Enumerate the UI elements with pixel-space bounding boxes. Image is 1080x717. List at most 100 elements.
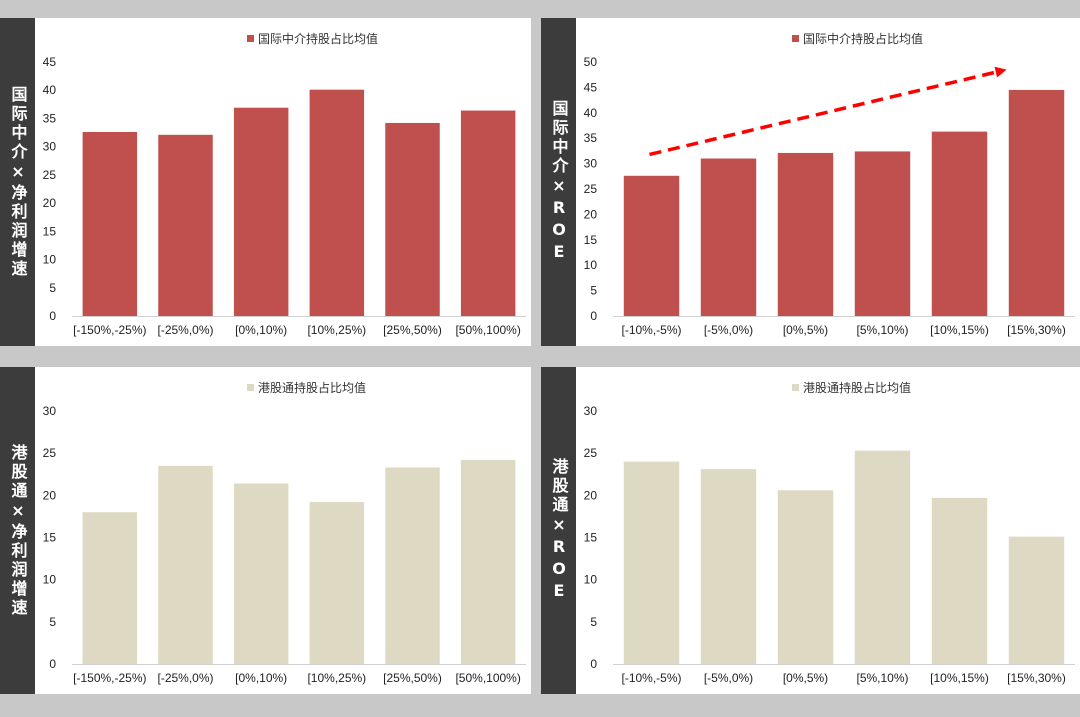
y-tick-label: 50 (584, 55, 598, 69)
bar (700, 158, 757, 316)
bar (309, 502, 365, 664)
x-tick-label: [50%,100%) (455, 323, 520, 337)
x-tick-label: [-10%,-5%) (621, 323, 681, 337)
bar (931, 131, 988, 316)
bar (623, 461, 680, 664)
y-tick-label: 30 (584, 157, 598, 171)
x-tick-label: [5%,10%) (856, 323, 908, 337)
x-tick-label: [15%,30%) (1007, 671, 1066, 685)
side-label: 国际中介×净利润增速 (8, 85, 28, 279)
x-tick-label: [-5%,0%) (704, 323, 753, 337)
chart-panel-intl-profit-growth: 国际中介×净利润增速 国际中介持股占比均值 0 5 10 15 20 25 30 35 40 45 [… (0, 18, 531, 346)
legend: 国际中介持股占比均值 (792, 31, 923, 46)
bar (233, 483, 289, 664)
legend: 港股通持股占比均值 (792, 380, 911, 395)
x-tick-label: [-10%,-5%) (621, 671, 681, 685)
bar (385, 122, 440, 317)
x-tick-label: [50%,100%) (455, 671, 520, 685)
trend-line (649, 70, 997, 157)
side-label: 港股通×净利润增速 (8, 443, 28, 618)
x-tick-label: [10%,25%) (307, 323, 366, 337)
x-tick-label: [25%,50%) (383, 671, 442, 685)
legend-swatch (792, 35, 799, 42)
y-tick-label: 20 (584, 488, 598, 502)
bar (158, 465, 213, 664)
bar (854, 151, 911, 316)
y-tick-label: 30 (43, 140, 57, 154)
chart-panel-intl-roe: 国际中介×ROE 国际中介持股占比均值 0 5 10 15 20 25 30 35 40 45 50 [… (541, 18, 1080, 346)
y-tick-label: 20 (43, 196, 57, 210)
y-tick-label: 10 (43, 573, 57, 587)
y-tick-label: 20 (43, 488, 57, 502)
y-tick-label: 5 (590, 284, 597, 298)
x-tick-label: [15%,30%) (1007, 323, 1066, 337)
y-tick-label: 15 (584, 233, 598, 247)
bar (777, 490, 834, 664)
x-tick-label: [-25%,0%) (157, 323, 213, 337)
y-tick-label: 25 (584, 182, 598, 196)
y-tick-label: 40 (584, 106, 598, 120)
y-tick-label: 15 (584, 531, 598, 545)
bar (931, 497, 988, 664)
y-tick-label: 35 (43, 111, 57, 125)
bar (82, 131, 138, 316)
y-tick-label: 30 (43, 404, 57, 418)
x-tick-label: [-150%,-25%) (73, 323, 146, 337)
bar-chart-svg: 港股通持股占比均值 0 5 10 15 20 25 30 [-150%,-25%) [-25%,0… (43, 380, 526, 685)
bar (82, 512, 138, 664)
x-tick-label: [25%,50%) (383, 323, 442, 337)
y-tick-label: 20 (584, 207, 598, 221)
chart-panel-hk-roe: 港股通×ROE 港股通持股占比均值 0 5 10 15 20 25 30 [-10%,-5%) [… (541, 367, 1080, 694)
legend-swatch (247, 35, 254, 42)
y-tick-label: 25 (584, 446, 598, 460)
side-label: 国际中介×ROE (549, 100, 569, 264)
arrow-head (994, 66, 1007, 78)
y-tick-label: 0 (49, 309, 56, 323)
bar (460, 110, 516, 316)
x-tick-label: [10%,25%) (307, 671, 366, 685)
side-label-bar: 国际中介×ROE (541, 18, 576, 346)
bar-chart-svg: 国际中介持股占比均值 0 5 10 15 20 25 30 35 40 45 [-150%,-25%)… (43, 31, 526, 337)
x-tick-label: [0%,5%) (783, 671, 828, 685)
plot-area: 国际中介持股占比均值 0 5 10 15 20 25 30 35 40 45 [-150%,-25%)… (35, 18, 531, 346)
side-label: 港股通×ROE (549, 458, 569, 603)
y-tick-label: 10 (584, 573, 598, 587)
chart-panel-hk-profit-growth: 港股通×净利润增速 港股通持股占比均值 0 5 10 15 20 25 30 [-150%,-2… (0, 367, 531, 694)
bar (623, 175, 680, 316)
y-tick-label: 25 (43, 446, 57, 460)
side-label-bar: 港股通×ROE (541, 367, 576, 694)
y-tick-label: 45 (584, 80, 598, 94)
bar (854, 450, 911, 664)
x-tick-label: [5%,10%) (856, 671, 908, 685)
x-tick-label: [-5%,0%) (704, 671, 753, 685)
plot-area: 港股通持股占比均值 0 5 10 15 20 25 30 [-10%,-5%) [-5%,0%) [… (576, 367, 1080, 694)
legend-label: 港股通持股占比均值 (803, 380, 911, 395)
bar (700, 469, 757, 664)
x-tick-label: [0%,10%) (235, 671, 287, 685)
y-tick-label: 15 (43, 224, 57, 238)
y-tick-label: 0 (590, 657, 597, 671)
x-tick-label: [0%,10%) (235, 323, 287, 337)
bar-chart-svg: 国际中介持股占比均值 0 5 10 15 20 25 30 35 40 45 50 [-10%,-5%)… (584, 31, 1075, 337)
bar (1008, 536, 1065, 664)
plot-area: 港股通持股占比均值 0 5 10 15 20 25 30 [-150%,-25%) [-25%,0… (35, 367, 531, 694)
y-tick-label: 45 (43, 55, 57, 69)
y-tick-label: 0 (590, 309, 597, 323)
bar (233, 107, 289, 316)
trend-arrow (649, 66, 1007, 157)
bar-chart-svg: 港股通持股占比均值 0 5 10 15 20 25 30 [-10%,-5%) [-5%,0%) [… (584, 380, 1075, 685)
legend-swatch (792, 384, 799, 391)
legend-label: 国际中介持股占比均值 (803, 31, 923, 46)
x-tick-label: [10%,15%) (930, 323, 989, 337)
legend: 国际中介持股占比均值 (247, 31, 378, 46)
y-tick-label: 15 (43, 531, 57, 545)
x-tick-label: [-25%,0%) (157, 671, 213, 685)
y-tick-label: 25 (43, 168, 57, 182)
x-tick-label: [0%,5%) (783, 323, 828, 337)
y-tick-label: 35 (584, 131, 598, 145)
legend: 港股通持股占比均值 (247, 380, 366, 395)
side-label-bar: 国际中介×净利润增速 (0, 18, 35, 346)
y-tick-label: 10 (43, 253, 57, 267)
legend-label: 港股通持股占比均值 (258, 380, 366, 395)
y-tick-label: 5 (49, 615, 56, 629)
